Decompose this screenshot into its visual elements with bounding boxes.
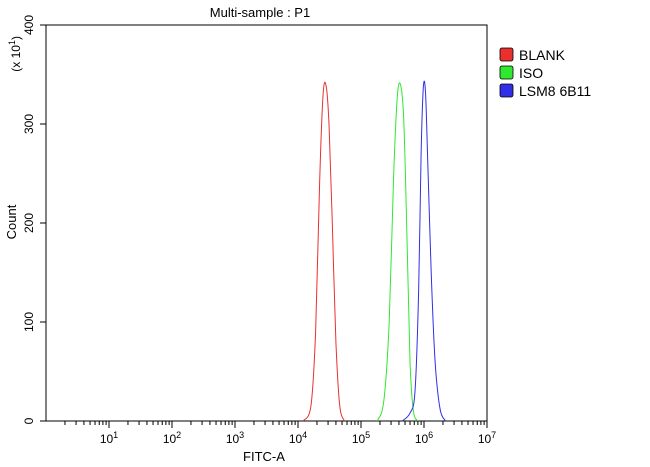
y-multiplier-base: x 10 — [9, 45, 23, 68]
x-tick-label: 107 — [478, 430, 496, 446]
y-multiplier-label: (x 101) — [7, 36, 23, 72]
x-tick-label: 104 — [289, 430, 307, 446]
series-line-2 — [401, 80, 447, 422]
x-tick-label: 101 — [100, 430, 118, 446]
series-line-0 — [302, 81, 346, 422]
series-line-1 — [376, 82, 419, 422]
plot-frame — [45, 24, 488, 422]
legend-label: LSM8 6B11 — [519, 83, 591, 99]
svg-text:(x 101): (x 101) — [7, 36, 23, 72]
histogram-series — [302, 80, 447, 422]
legend-swatch — [499, 65, 514, 80]
x-axis-label: FITC-A — [243, 449, 285, 464]
y-axis-ticks: 0 100 200 300 400 — [22, 15, 46, 424]
legend: BLANK ISO LSM8 6B11 — [499, 47, 591, 99]
y-multiplier-exp: 1 — [7, 40, 17, 45]
chart-title: Multi-sample : P1 — [210, 5, 310, 20]
y-tick-label: 200 — [22, 213, 36, 233]
x-tick-label: 106 — [415, 430, 433, 446]
legend-label: ISO — [519, 65, 543, 81]
legend-swatch — [499, 47, 514, 62]
y-tick-label: 0 — [22, 417, 36, 424]
y-tick-label: 400 — [22, 15, 36, 35]
x-tick-label: 103 — [226, 430, 244, 446]
y-tick-label: 100 — [22, 312, 36, 332]
x-axis-ticks: 101 102 103 104 105 106 107 — [64, 421, 496, 446]
legend-swatch — [499, 83, 514, 98]
x-tick-label: 102 — [163, 430, 181, 446]
legend-label: BLANK — [519, 47, 566, 63]
y-axis-label: Count — [4, 204, 19, 239]
x-tick-label: 105 — [352, 430, 370, 446]
y-tick-label: 300 — [22, 114, 36, 134]
